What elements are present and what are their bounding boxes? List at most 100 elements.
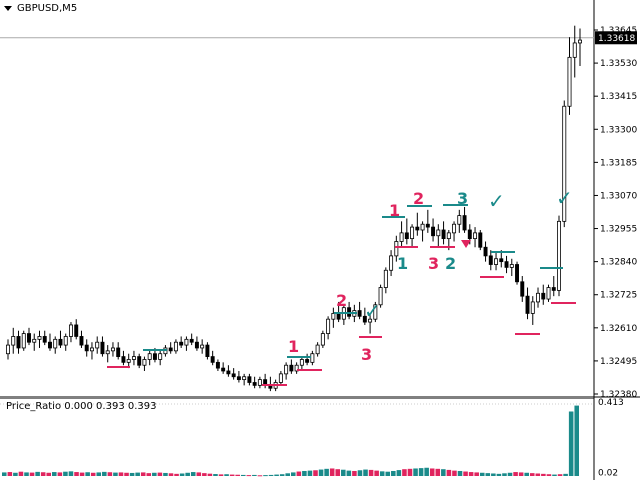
candle-series — [6, 25, 582, 392]
histogram-bar — [168, 473, 174, 476]
price-scale-label: 1.32610 — [600, 324, 637, 334]
candle-body — [467, 229, 472, 240]
histogram-bar — [485, 473, 491, 476]
candle-body — [373, 304, 378, 320]
candle-body — [488, 255, 493, 265]
candle-body — [446, 232, 451, 240]
candle-body — [89, 347, 94, 352]
histogram-bar — [513, 472, 518, 476]
histogram-bar — [479, 472, 485, 476]
histogram-bar — [252, 474, 257, 476]
candle-body — [53, 338, 58, 349]
candle-body — [6, 344, 10, 355]
candle-body — [158, 353, 163, 360]
candle-body — [410, 226, 415, 240]
histogram-bar — [52, 472, 57, 476]
candle-body — [567, 56, 572, 107]
check-mark-icon: ✓ — [364, 299, 381, 323]
candle-body — [436, 229, 441, 237]
histogram-bar — [174, 473, 179, 476]
candle-body — [320, 333, 325, 346]
histogram-bar — [391, 470, 396, 476]
price-scale-label: 1.32725 — [600, 291, 637, 301]
histogram-bar — [68, 471, 74, 476]
candle-body — [415, 226, 420, 231]
histogram-bar — [296, 471, 302, 476]
histogram-bar — [257, 475, 263, 477]
candle-body — [137, 356, 142, 366]
price-scale: 1.33645 1.33530 1.33415 1.33300 1.33185 1.330… — [594, 26, 637, 400]
histogram-bar — [463, 471, 468, 476]
price-scale-label: 1.33415 — [600, 92, 637, 102]
histogram-bar — [385, 471, 391, 476]
candle-body — [221, 367, 226, 372]
histogram-bar — [541, 473, 546, 476]
candle-body — [257, 379, 262, 386]
candle-body — [100, 341, 105, 355]
histogram-bar — [63, 471, 68, 476]
histogram-bar — [402, 469, 407, 476]
candle-body — [37, 336, 42, 340]
candle-body — [394, 241, 399, 257]
candle-body — [509, 264, 514, 268]
candle-body — [226, 370, 231, 375]
histogram-bar — [307, 470, 313, 476]
histogram-bar — [379, 471, 385, 476]
histogram-bar — [152, 472, 157, 476]
candle-body — [194, 341, 199, 349]
candle-body — [530, 301, 535, 314]
histogram-bar — [113, 472, 118, 476]
current-price-tag — [595, 31, 637, 45]
histogram-bar — [29, 472, 35, 476]
histogram-bar — [107, 472, 113, 476]
candle-body — [84, 344, 89, 352]
histogram-bar — [40, 472, 46, 476]
candle-body — [110, 347, 115, 352]
candle-body — [105, 350, 110, 355]
histogram-bar — [229, 474, 235, 476]
candle-body — [58, 338, 63, 346]
candle-body — [431, 226, 436, 237]
candle-body — [331, 313, 336, 320]
candle-body — [215, 361, 220, 369]
histogram-bar — [240, 474, 246, 476]
candle-body — [68, 324, 73, 337]
candle-body — [63, 336, 68, 346]
histogram-bar — [2, 472, 7, 476]
histogram-bar — [457, 470, 463, 476]
signal-number-2: 2 — [413, 189, 424, 208]
candle-body — [478, 232, 483, 248]
indicator-label: Price_Ratio 0.000 0.393 0.393 — [6, 401, 157, 412]
indicator-scale-label: 0.02 — [598, 468, 618, 478]
check-mark-icon: ✓ — [488, 189, 505, 213]
histogram-bar — [135, 472, 140, 476]
histogram-bar — [274, 474, 279, 476]
histogram-bar — [429, 468, 435, 476]
signal-annotations: 1 2 3 ✓ 1 1 2 3 2 3 ✓ ✓ — [107, 186, 576, 386]
histogram-bar — [535, 473, 541, 476]
candle-body — [357, 310, 362, 317]
histogram-bar — [196, 472, 202, 476]
histogram-bar — [90, 472, 96, 476]
candle-body — [242, 376, 247, 381]
candle-body — [284, 364, 289, 375]
histogram-bar — [318, 469, 324, 476]
histogram-bar — [474, 472, 479, 476]
signal-number-3-teal: 3 — [457, 189, 468, 208]
histogram-bar — [185, 472, 190, 476]
histogram-bar — [374, 470, 379, 476]
candle-body — [42, 336, 47, 343]
symbol-timeframe-label[interactable]: GBPUSD,M5 — [4, 3, 77, 14]
histogram-bar — [96, 472, 102, 476]
candle-body — [11, 336, 16, 346]
candle-body — [126, 359, 131, 363]
price-scale-label: 1.33300 — [600, 125, 637, 135]
histogram-bar — [335, 469, 341, 476]
histogram-bar — [368, 469, 374, 476]
histogram-bar — [357, 470, 363, 476]
indicator-scale-label: 0.413 — [598, 398, 624, 408]
signal-number-3: 3 — [361, 345, 372, 364]
histogram-bar — [207, 473, 213, 476]
